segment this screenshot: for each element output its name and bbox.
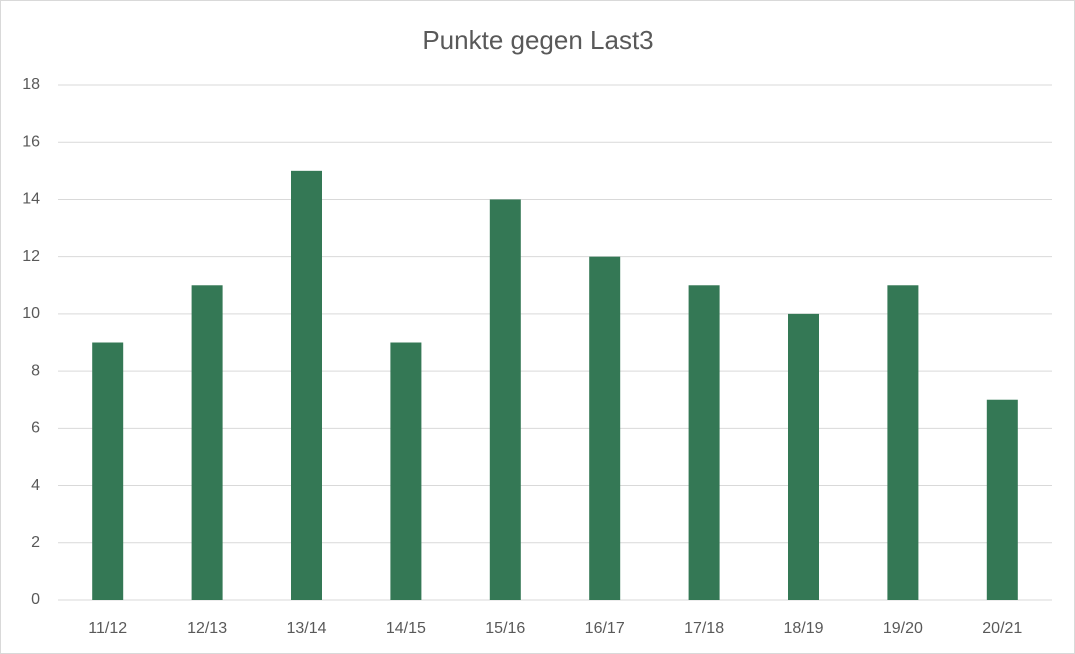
bar	[788, 313, 819, 600]
bar	[589, 256, 621, 600]
x-tick-label: 20/21	[982, 620, 1022, 637]
bar	[92, 342, 124, 600]
x-tick-label: 16/17	[585, 620, 625, 637]
bar	[986, 399, 1018, 600]
y-tick-label: 6	[31, 420, 40, 437]
bar	[887, 285, 919, 600]
y-tick-label: 0	[31, 591, 40, 608]
bar	[688, 285, 720, 600]
bar	[291, 170, 322, 601]
y-tick-label: 12	[22, 248, 40, 265]
x-tick-label: 13/14	[286, 620, 326, 637]
y-tick-label: 8	[31, 362, 40, 379]
x-tick-label: 15/16	[485, 620, 525, 637]
bar	[489, 199, 521, 600]
y-tick-label: 14	[22, 191, 40, 208]
bar	[191, 285, 223, 600]
x-tick-label: 11/12	[88, 620, 127, 637]
chart-title: Punkte gegen Last3	[422, 25, 653, 55]
x-tick-label: 19/20	[883, 620, 923, 637]
y-tick-label: 18	[22, 76, 40, 93]
bar	[390, 342, 422, 600]
y-tick-label: 4	[31, 477, 40, 494]
x-tick-label: 18/19	[783, 620, 823, 637]
y-tick-label: 2	[31, 534, 40, 551]
y-tick-label: 10	[22, 305, 40, 322]
y-tick-label: 16	[22, 133, 40, 150]
x-tick-label: 14/15	[386, 620, 426, 637]
x-tick-label: 12/13	[187, 620, 227, 637]
x-tick-label: 17/18	[684, 620, 724, 637]
